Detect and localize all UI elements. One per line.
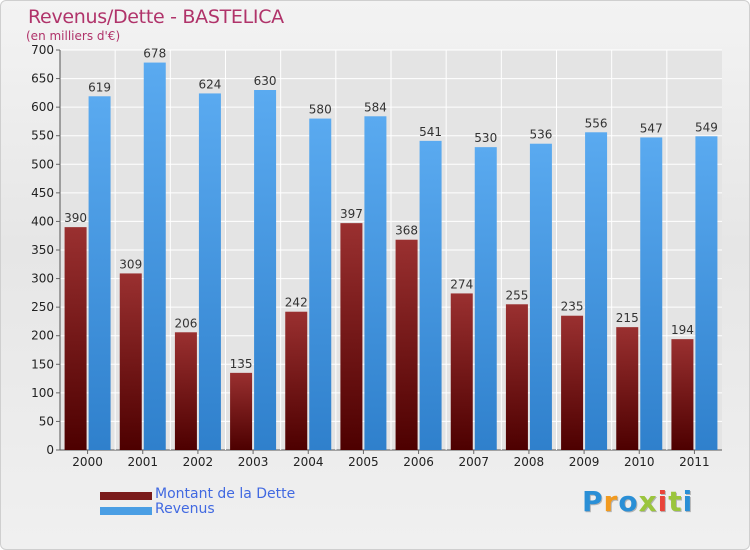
bar-dette <box>340 223 363 450</box>
data-label-dette: 215 <box>616 311 639 325</box>
chart-title: Revenus/Dette - BASTELICA <box>28 6 284 28</box>
bar-revenus <box>364 116 387 451</box>
y-tick-label: 400 <box>31 214 54 228</box>
bar-revenus <box>198 93 221 450</box>
data-label-revenus: 556 <box>585 116 608 130</box>
bar-revenus <box>585 132 608 451</box>
x-tick-label: 2001 <box>127 455 158 469</box>
bar-revenus <box>474 147 497 450</box>
bar-dette <box>64 227 87 450</box>
x-tick-label: 2008 <box>514 455 545 469</box>
x-tick-label: 2006 <box>403 455 434 469</box>
data-label-dette: 235 <box>561 300 584 314</box>
bar-revenus <box>419 140 442 450</box>
bar-dette <box>505 304 528 450</box>
y-tick-label: 200 <box>31 329 54 343</box>
data-label-revenus: 624 <box>198 77 221 91</box>
legend-swatch-dette <box>100 492 152 500</box>
y-tick-label: 50 <box>39 414 54 428</box>
y-tick-label: 500 <box>31 157 54 171</box>
data-label-revenus: 584 <box>364 100 387 114</box>
data-label-dette: 255 <box>505 288 528 302</box>
y-tick-label: 650 <box>31 72 54 86</box>
data-label-dette: 390 <box>64 211 87 225</box>
y-tick-label: 0 <box>46 443 54 457</box>
y-tick-label: 350 <box>31 243 54 257</box>
bar-revenus <box>640 137 663 450</box>
data-label-dette: 397 <box>340 207 363 221</box>
bar-dette <box>561 315 584 450</box>
y-tick-label: 550 <box>31 129 54 143</box>
bar-dette <box>671 339 694 450</box>
y-tick-label: 450 <box>31 186 54 200</box>
data-label-revenus: 536 <box>529 128 552 142</box>
data-label-dette: 206 <box>174 316 197 330</box>
bar-dette <box>230 372 253 450</box>
bar-revenus <box>88 96 111 451</box>
proxiti-logo: Proxiti <box>582 485 694 518</box>
x-tick-label: 2007 <box>458 455 489 469</box>
bar-dette <box>616 327 639 450</box>
bar-revenus <box>529 143 552 450</box>
bar-dette <box>450 293 473 450</box>
bar-dette <box>285 311 308 450</box>
x-tick-label: 2002 <box>183 455 214 469</box>
data-label-dette: 309 <box>119 257 142 271</box>
data-label-revenus: 547 <box>640 121 663 135</box>
x-tick-label: 2004 <box>293 455 324 469</box>
legend-label-dette: Montant de la Dette <box>155 486 296 502</box>
chart-subtitle: (en milliers d'€) <box>26 29 121 43</box>
legend-swatch-revenus <box>100 507 152 515</box>
data-label-revenus: 580 <box>309 103 332 117</box>
y-tick-label: 250 <box>31 300 54 314</box>
data-label-dette: 135 <box>230 357 253 371</box>
data-label-dette: 194 <box>671 323 694 337</box>
x-tick-label: 2011 <box>679 455 710 469</box>
x-tick-label: 2005 <box>348 455 379 469</box>
x-tick-label: 2009 <box>569 455 600 469</box>
data-label-revenus: 541 <box>419 125 442 139</box>
data-label-revenus: 530 <box>474 131 497 145</box>
legend-label-revenus: Revenus <box>155 501 215 517</box>
data-label-revenus: 549 <box>695 120 718 134</box>
bar-dette <box>395 239 418 450</box>
data-label-dette: 274 <box>450 277 473 291</box>
data-label-revenus: 630 <box>254 74 277 88</box>
bar-revenus <box>254 90 277 450</box>
bar-dette <box>174 332 197 450</box>
y-tick-label: 700 <box>31 43 54 57</box>
data-label-dette: 368 <box>395 224 418 238</box>
y-tick-label: 300 <box>31 272 54 286</box>
x-tick-label: 2000 <box>72 455 103 469</box>
bar-revenus <box>695 136 718 451</box>
bar-dette <box>119 273 142 450</box>
x-tick-label: 2003 <box>238 455 269 469</box>
y-tick-label: 150 <box>31 357 54 371</box>
bar-revenus <box>143 62 166 450</box>
y-tick-label: 600 <box>31 100 54 114</box>
data-label-revenus: 678 <box>143 47 166 61</box>
data-label-dette: 242 <box>285 296 308 310</box>
data-label-revenus: 619 <box>88 80 111 94</box>
y-tick-label: 100 <box>31 386 54 400</box>
x-tick-label: 2010 <box>624 455 655 469</box>
bar-revenus <box>309 118 332 451</box>
